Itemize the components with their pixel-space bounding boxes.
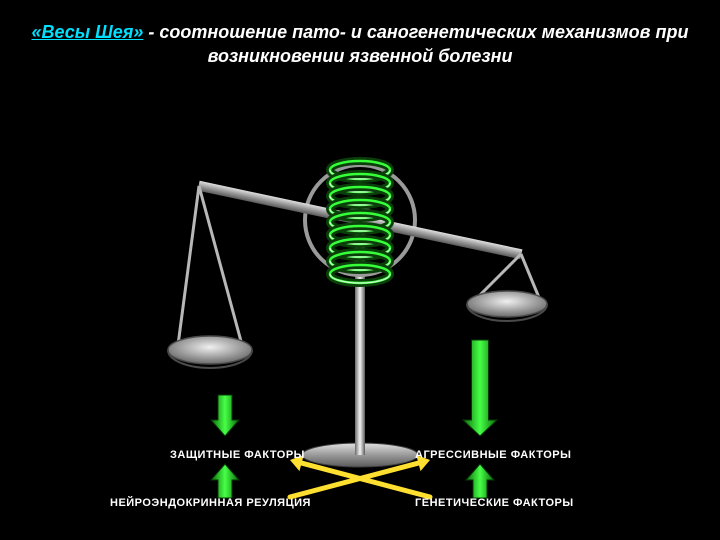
label-neuroendocrine: НЕЙРОЭНДОКРИННАЯ РЕУЛЯЦИЯ [110, 497, 311, 509]
scales-left-hanger [168, 186, 252, 368]
scales-right-pan [467, 291, 547, 317]
scales-right-hanger [467, 254, 547, 321]
scales-left-pan [168, 336, 252, 364]
arrow-neuro-up [211, 464, 239, 498]
label-defensive-factors: ЗАЩИТНЫЕ ФАКТОРЫ [170, 449, 305, 461]
diagram-canvas [0, 0, 720, 540]
arrow-defensive-down [211, 395, 239, 436]
arrow-genetic-up [466, 464, 494, 498]
arrow-aggressive-down [463, 340, 497, 436]
label-aggressive-factors: АГРЕССИВНЫЕ ФАКТОРЫ [415, 449, 571, 461]
label-genetic-factors: ГЕНЕТИЧЕСКИЕ ФАКТОРЫ [415, 497, 574, 509]
